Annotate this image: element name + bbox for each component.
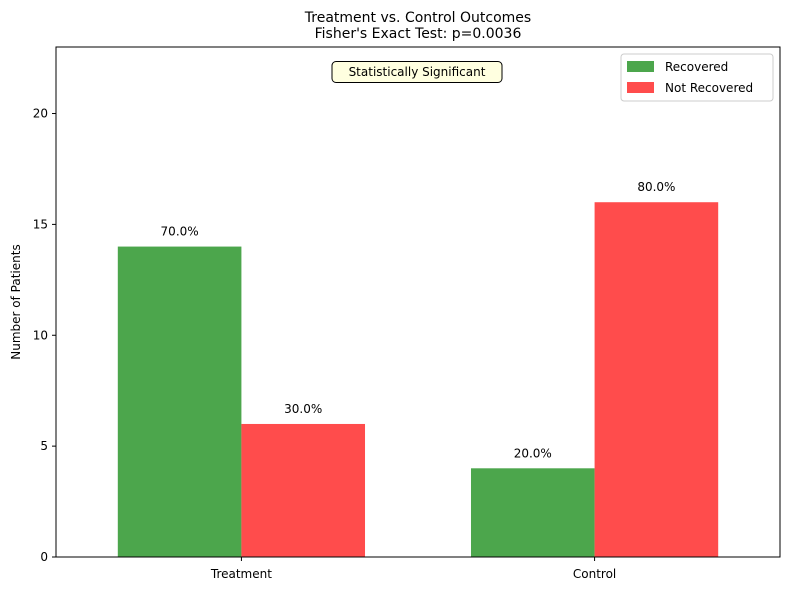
bar-not-recovered-treatment [241,423,366,557]
bar-recovered-treatment [117,246,242,557]
y-tick-label: 0 [40,550,48,564]
x-tick-label: Control [573,567,616,581]
bar-value-label: 70.0% [161,225,199,239]
y-tick-label: 5 [40,439,48,453]
legend-label: Not Recovered [665,81,753,95]
y-tick-label: 10 [33,328,48,342]
bar-value-label: 80.0% [637,180,675,194]
x-tick-label: Treatment [210,567,272,581]
bar-recovered-control [470,468,595,557]
y-tick-label: 20 [33,107,48,121]
annotation-box [331,61,503,83]
plot-frame [55,46,781,558]
legend-label: Recovered [665,60,728,74]
y-axis-label: Number of Patients [9,244,23,359]
plot-area: 70.0% 20.0% 30.0% 80.0% 0 5 10 15 20 Treatment Con… [33,46,781,581]
legend-swatch-not-recovered [627,82,654,93]
chart-subtitle: Fisher's Exact Test: p=0.0036 [315,26,522,42]
legend-box [620,53,774,102]
chart-title: Treatment vs. Control Outcomes [304,10,531,26]
bar-value-label: 30.0% [284,402,322,416]
bar-not-recovered-control [594,202,719,557]
bar-value-label: 20.0% [514,446,552,460]
annotation-text: Statistically Significant [349,65,486,79]
legend-swatch-recovered [627,61,654,72]
y-tick-label: 15 [33,217,48,231]
